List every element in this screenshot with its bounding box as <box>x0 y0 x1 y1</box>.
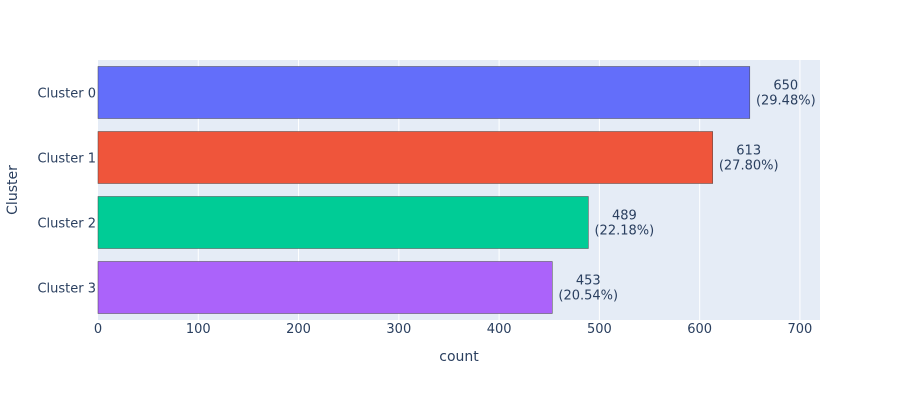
data-label-value: 489 <box>612 209 637 224</box>
x-tick-label: 500 <box>587 322 612 337</box>
x-tick-label: 600 <box>687 322 712 337</box>
data-label-percent: (29.48%) <box>756 94 816 109</box>
y-axis-title: Cluster <box>5 165 21 215</box>
data-label-value: 453 <box>576 274 601 289</box>
y-tick-label: Cluster 0 <box>37 87 96 102</box>
y-tick-label: Cluster 3 <box>37 282 96 297</box>
x-tick-label: 200 <box>286 322 311 337</box>
data-label-value: 650 <box>773 79 798 94</box>
y-axis-ticks: Cluster 0 Cluster 1 Cluster 2 Cluster 3 <box>37 87 96 297</box>
bar <box>97 196 589 249</box>
x-tick-label: 0 <box>94 322 102 337</box>
data-label-percent: (27.80%) <box>719 159 779 174</box>
data-label-value: 613 <box>736 144 761 159</box>
x-axis-ticks: 0 100 200 300 400 500 600 700 <box>94 322 812 337</box>
y-tick-label: Cluster 2 <box>37 217 96 232</box>
bar <box>97 66 751 119</box>
x-tick-label: 300 <box>386 322 411 337</box>
bar <box>97 261 553 314</box>
data-labels: 650(29.48%) 613(27.80%) 489(22.18%) 453(20.… <box>558 79 815 304</box>
x-tick-label: 400 <box>487 322 512 337</box>
y-tick-label: Cluster 1 <box>37 152 96 167</box>
bar <box>97 131 713 184</box>
x-axis-title: count <box>439 349 479 365</box>
data-label-percent: (22.18%) <box>594 224 654 239</box>
data-label-percent: (20.54%) <box>558 289 618 304</box>
bars <box>97 66 751 314</box>
x-tick-label: 700 <box>788 322 813 337</box>
x-tick-label: 100 <box>186 322 211 337</box>
